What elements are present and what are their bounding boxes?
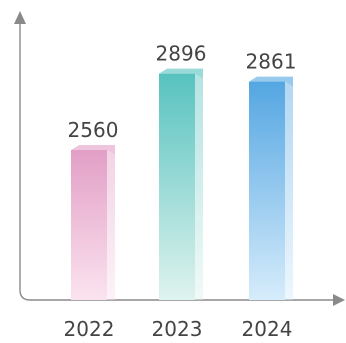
x-tick-label-2024: 2024 bbox=[242, 317, 293, 341]
axes bbox=[14, 11, 345, 306]
x-tick-label-2022: 2022 bbox=[64, 317, 115, 341]
data-label-2022: 2560 bbox=[68, 118, 119, 142]
y-axis-arrow-icon bbox=[14, 11, 26, 24]
bar-front-2022 bbox=[71, 150, 107, 300]
bar-front-2023 bbox=[159, 73, 195, 301]
x-tick-labels: 2022 2023 2024 bbox=[64, 317, 293, 341]
bar-top-2024 bbox=[249, 76, 293, 87]
bar-front-2024 bbox=[249, 81, 285, 300]
data-label-2023: 2896 bbox=[156, 42, 207, 66]
y-axis bbox=[19, 20, 335, 301]
x-axis-arrow-icon bbox=[333, 294, 345, 306]
data-label-2024: 2861 bbox=[246, 50, 297, 74]
bar-side-2023 bbox=[195, 73, 203, 301]
data-labels: 2560 2896 2861 bbox=[68, 42, 297, 142]
bar-side-2022 bbox=[107, 150, 115, 300]
x-tick-label-2023: 2023 bbox=[152, 317, 203, 341]
bars bbox=[71, 68, 293, 301]
bar-2022 bbox=[71, 145, 115, 300]
bar-side-2024 bbox=[285, 81, 293, 300]
bar-2023 bbox=[159, 68, 203, 301]
bar-2024 bbox=[249, 76, 293, 300]
bar-top-2023 bbox=[159, 68, 203, 79]
bar-top-2022 bbox=[71, 145, 115, 155]
